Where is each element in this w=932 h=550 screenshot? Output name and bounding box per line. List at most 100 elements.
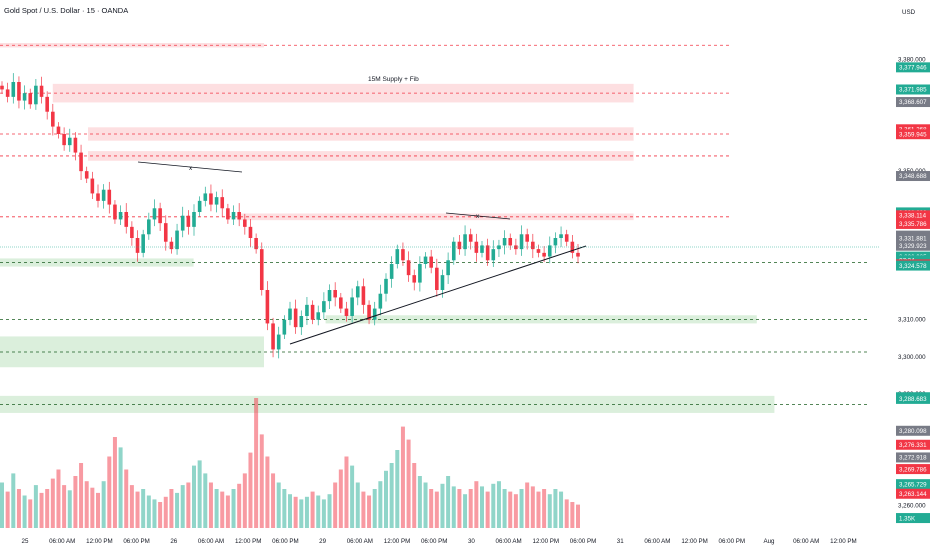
candle-body bbox=[367, 304, 371, 320]
candle-body bbox=[265, 290, 270, 324]
candle-body bbox=[107, 189, 112, 205]
price-tag-label: 3,288.683 bbox=[899, 396, 927, 403]
marker-line-2[interactable] bbox=[445, 212, 511, 220]
volume-bar bbox=[107, 456, 112, 528]
volume-bar bbox=[28, 499, 33, 528]
candle-body bbox=[124, 212, 129, 227]
ascending-trendline[interactable] bbox=[289, 245, 587, 345]
price-tick-label: 3,260.000 bbox=[898, 502, 926, 509]
candle-body bbox=[141, 234, 145, 253]
volume-bar bbox=[50, 478, 55, 528]
volume-bar bbox=[242, 473, 247, 528]
volume-bar bbox=[429, 489, 434, 528]
time-tick-label: 12:00 PM bbox=[830, 538, 856, 545]
volume-bar bbox=[434, 491, 439, 528]
volume-bar bbox=[79, 463, 84, 528]
candle-body bbox=[361, 286, 366, 305]
volume-bar bbox=[384, 470, 388, 528]
price-tag bbox=[896, 464, 930, 475]
candle-body bbox=[45, 96, 49, 112]
volume-bar bbox=[282, 489, 287, 528]
candle-body bbox=[203, 193, 208, 201]
price-tag-label: 3,377.946 bbox=[899, 65, 927, 72]
price-tag-label: 3,272.918 bbox=[899, 455, 927, 462]
candle-body bbox=[514, 245, 518, 250]
price-tag-label: 3,331.881 bbox=[899, 236, 927, 243]
volume-bar bbox=[463, 494, 468, 528]
candle-body bbox=[305, 304, 309, 316]
candle-body bbox=[90, 178, 95, 194]
price-tag bbox=[896, 452, 930, 463]
price-tag-label: 3,329.923 bbox=[899, 243, 927, 250]
volume-bar bbox=[96, 492, 100, 528]
volume-bar bbox=[564, 499, 569, 528]
volume-bar bbox=[321, 499, 326, 528]
candle-body bbox=[423, 256, 428, 264]
volume-bar bbox=[39, 492, 44, 528]
candle-body bbox=[519, 234, 524, 250]
candle-body bbox=[152, 208, 157, 220]
time-tick-label: 12:00 PM bbox=[681, 538, 707, 545]
currency-label[interactable]: USD bbox=[902, 9, 916, 16]
candle-body bbox=[531, 241, 535, 250]
volume-bar bbox=[344, 456, 349, 528]
volume-bar bbox=[395, 450, 400, 528]
volume-bar bbox=[400, 426, 405, 528]
candle-body bbox=[463, 234, 467, 250]
volume-bar bbox=[146, 495, 151, 528]
volume-bar bbox=[570, 502, 575, 528]
volume-bar bbox=[112, 437, 117, 528]
price-tag-label: 3,280.098 bbox=[899, 428, 927, 435]
supply-zone-label: 15M Supply + Fib bbox=[368, 76, 419, 83]
candle-body bbox=[0, 85, 4, 90]
volume-bar bbox=[338, 469, 343, 528]
candle-body bbox=[293, 308, 298, 328]
candle-body bbox=[130, 226, 134, 238]
volume-bar bbox=[372, 489, 377, 528]
candle-body bbox=[491, 249, 496, 261]
candle-body bbox=[209, 193, 213, 205]
candle-body bbox=[17, 82, 21, 101]
time-axis[interactable]: 25 06:00 AM 12:00 PM 06:00 PM 26 06:00 AM 12:0… bbox=[22, 538, 857, 545]
candle-body bbox=[401, 249, 405, 261]
volume-bar bbox=[0, 482, 4, 528]
candle-body bbox=[542, 252, 546, 257]
marker-line-1[interactable] bbox=[137, 161, 243, 173]
candle-body bbox=[271, 323, 275, 350]
candle-body bbox=[96, 193, 100, 201]
volume-bar bbox=[73, 476, 78, 528]
time-tick-label: 12:00 PM bbox=[235, 538, 261, 545]
volume-bar bbox=[62, 485, 67, 528]
time-tick-label: Aug bbox=[763, 538, 775, 545]
volume-bar bbox=[525, 482, 530, 528]
supply-zone[interactable] bbox=[237, 213, 634, 221]
price-tag bbox=[896, 210, 930, 221]
trendline-layer[interactable]: x x bbox=[137, 161, 587, 345]
volume-bar bbox=[163, 496, 168, 528]
candle-body bbox=[547, 245, 552, 257]
symbol-title[interactable]: Gold Spot / U.S. Dollar · 15 · OANDA bbox=[4, 6, 128, 15]
candle-body bbox=[84, 171, 89, 179]
volume-bar bbox=[519, 489, 524, 528]
volume-bar bbox=[355, 482, 360, 528]
volume-bar bbox=[124, 469, 129, 528]
price-tag bbox=[896, 62, 930, 73]
volume-bar bbox=[186, 482, 191, 528]
candle-body bbox=[243, 219, 247, 227]
volume-bar bbox=[542, 489, 547, 528]
demand-zone[interactable] bbox=[0, 395, 775, 413]
candle-body bbox=[559, 234, 563, 238]
volume-bar bbox=[254, 398, 259, 528]
candle-body bbox=[175, 230, 179, 250]
price-tag-label: 3,335.786 bbox=[899, 221, 927, 228]
candle-body bbox=[220, 197, 225, 209]
volume-bar bbox=[84, 481, 89, 528]
candle-body bbox=[310, 304, 315, 320]
price-tag bbox=[896, 479, 930, 490]
volume-bar bbox=[192, 465, 196, 528]
time-tick-label: 06:00 AM bbox=[496, 538, 522, 545]
price-tick-label: 3,310.000 bbox=[898, 317, 926, 324]
volume-bar bbox=[299, 499, 304, 528]
volume-bar bbox=[406, 439, 411, 528]
